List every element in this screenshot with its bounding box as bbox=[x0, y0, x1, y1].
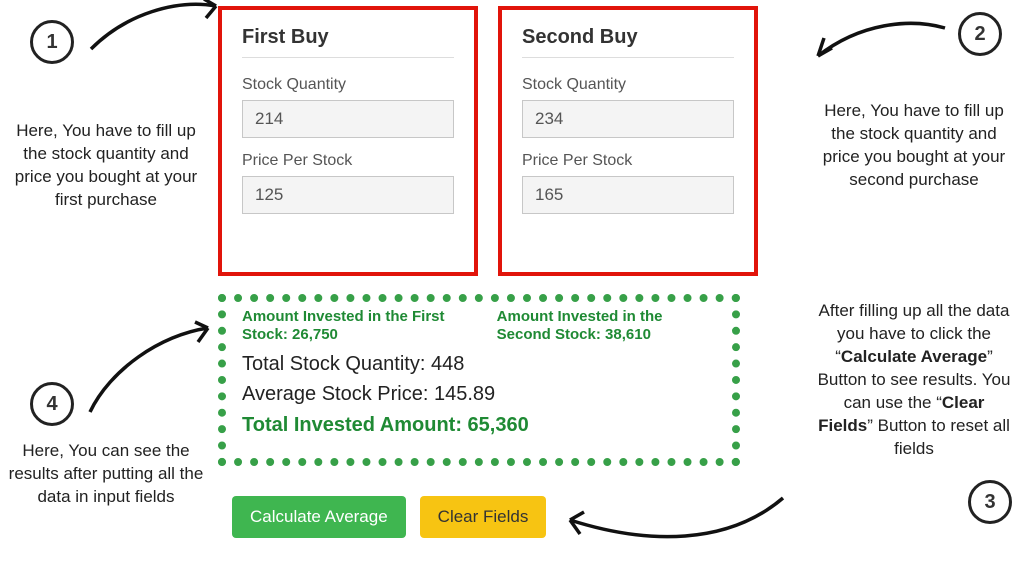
avg-price-text: Average Stock Price: 145.89 bbox=[242, 380, 716, 408]
step-badge-3: 3 bbox=[968, 480, 1012, 524]
second-price-label: Price Per Stock bbox=[522, 152, 734, 170]
explain-text-1: Here, You have to fill up the stock quan… bbox=[6, 120, 206, 212]
first-qty-label: Stock Quantity bbox=[242, 76, 454, 94]
first-invested-text: Amount Invested in the First Stock: 26,7… bbox=[242, 308, 447, 344]
explain-text-3: After filling up all the data you have t… bbox=[814, 300, 1014, 461]
second-qty-input[interactable] bbox=[522, 100, 734, 138]
second-buy-title: Second Buy bbox=[522, 26, 734, 49]
calculate-average-button[interactable]: Calculate Average bbox=[232, 496, 406, 538]
step-badge-2: 2 bbox=[958, 12, 1002, 56]
total-qty-text: Total Stock Quantity: 448 bbox=[242, 350, 716, 378]
second-price-input[interactable] bbox=[522, 176, 734, 214]
arrow-3 bbox=[558, 490, 788, 550]
button-row: Calculate Average Clear Fields bbox=[232, 496, 546, 538]
explain-text-4: Here, You can see the results after putt… bbox=[6, 440, 206, 509]
first-buy-panel: First Buy Stock Quantity Price Per Stock bbox=[218, 6, 478, 276]
first-buy-title: First Buy bbox=[242, 26, 454, 49]
second-buy-panel: Second Buy Stock Quantity Price Per Stoc… bbox=[498, 6, 758, 276]
first-price-input[interactable] bbox=[242, 176, 454, 214]
explain-text-2: Here, You have to fill up the stock quan… bbox=[814, 100, 1014, 192]
second-invested-text: Amount Invested in the Second Stock: 38,… bbox=[497, 308, 716, 344]
total-invested-text: Total Invested Amount: 65,360 bbox=[242, 414, 716, 437]
first-price-label: Price Per Stock bbox=[242, 152, 454, 170]
arrow-1 bbox=[86, 0, 226, 54]
arrow-4 bbox=[80, 320, 220, 420]
clear-fields-button[interactable]: Clear Fields bbox=[420, 496, 547, 538]
divider bbox=[522, 57, 734, 58]
step-badge-1: 1 bbox=[30, 20, 74, 64]
second-qty-label: Stock Quantity bbox=[522, 76, 734, 94]
step-badge-4: 4 bbox=[30, 382, 74, 426]
results-panel: Amount Invested in the First Stock: 26,7… bbox=[218, 294, 740, 466]
first-qty-input[interactable] bbox=[242, 100, 454, 138]
divider bbox=[242, 57, 454, 58]
arrow-2 bbox=[810, 8, 950, 68]
